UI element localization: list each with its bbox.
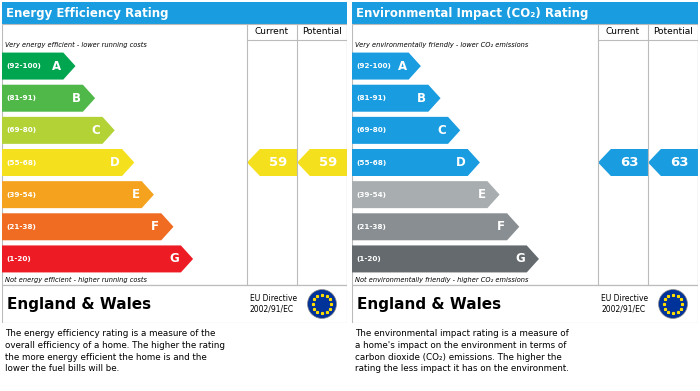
Text: (55-68): (55-68)	[356, 160, 386, 165]
Text: (39-54): (39-54)	[6, 192, 36, 197]
Text: (81-91): (81-91)	[356, 95, 386, 101]
Text: England & Wales: England & Wales	[357, 296, 501, 312]
Bar	[352, 285, 698, 323]
Polygon shape	[2, 117, 115, 144]
Polygon shape	[352, 85, 440, 112]
Text: (1-20): (1-20)	[6, 256, 31, 262]
Text: E: E	[477, 188, 485, 201]
Bar	[2, 2, 347, 24]
Text: Environmental Impact (CO₂) Rating: Environmental Impact (CO₂) Rating	[356, 7, 589, 20]
Bar	[2, 24, 347, 285]
Text: G: G	[169, 253, 179, 265]
Polygon shape	[2, 85, 95, 112]
Text: Very energy efficient - lower running costs: Very energy efficient - lower running co…	[5, 42, 147, 48]
Text: (81-91): (81-91)	[6, 95, 36, 101]
Polygon shape	[2, 181, 154, 208]
Polygon shape	[2, 149, 134, 176]
Polygon shape	[247, 149, 297, 176]
Polygon shape	[352, 52, 421, 80]
Polygon shape	[297, 149, 347, 176]
Polygon shape	[352, 181, 500, 208]
Text: 59: 59	[319, 156, 337, 169]
Bar	[352, 24, 698, 285]
Text: B: B	[417, 92, 426, 105]
Text: D: D	[111, 156, 120, 169]
Text: EU Directive
2002/91/EC: EU Directive 2002/91/EC	[250, 294, 297, 314]
Text: (92-100): (92-100)	[6, 63, 41, 69]
Text: 63: 63	[620, 156, 638, 169]
Text: Current: Current	[606, 27, 640, 36]
Text: Potential: Potential	[302, 27, 342, 36]
Text: D: D	[456, 156, 466, 169]
Polygon shape	[2, 52, 76, 80]
Text: (69-80): (69-80)	[6, 127, 36, 133]
Text: F: F	[497, 220, 505, 233]
Polygon shape	[598, 149, 648, 176]
Polygon shape	[2, 213, 174, 240]
Text: Very environmentally friendly - lower CO₂ emissions: Very environmentally friendly - lower CO…	[355, 42, 528, 48]
Text: The energy efficiency rating is a measure of the
overall efficiency of a home. T: The energy efficiency rating is a measur…	[5, 329, 225, 373]
Circle shape	[659, 290, 687, 318]
Text: G: G	[515, 253, 525, 265]
Text: F: F	[151, 220, 160, 233]
Polygon shape	[352, 246, 539, 273]
Text: C: C	[92, 124, 101, 137]
Text: Potential: Potential	[653, 27, 693, 36]
Text: England & Wales: England & Wales	[7, 296, 151, 312]
Text: Not energy efficient - higher running costs: Not energy efficient - higher running co…	[5, 277, 147, 283]
Text: (69-80): (69-80)	[356, 127, 386, 133]
Text: 63: 63	[670, 156, 689, 169]
Text: Energy Efficiency Rating: Energy Efficiency Rating	[6, 7, 169, 20]
Text: B: B	[72, 92, 81, 105]
Text: (55-68): (55-68)	[6, 160, 36, 165]
Polygon shape	[2, 246, 193, 273]
Text: EU Directive
2002/91/EC: EU Directive 2002/91/EC	[601, 294, 648, 314]
Text: (1-20): (1-20)	[356, 256, 381, 262]
Text: A: A	[398, 59, 407, 73]
Text: Current: Current	[255, 27, 289, 36]
Text: (21-38): (21-38)	[356, 224, 386, 230]
Text: (92-100): (92-100)	[356, 63, 391, 69]
Text: A: A	[52, 59, 62, 73]
Text: C: C	[438, 124, 446, 137]
Polygon shape	[352, 213, 519, 240]
Text: (39-54): (39-54)	[356, 192, 386, 197]
Bar	[2, 285, 347, 323]
Text: The environmental impact rating is a measure of
a home's impact on the environme: The environmental impact rating is a mea…	[355, 329, 569, 373]
Text: E: E	[132, 188, 140, 201]
Bar	[352, 2, 698, 24]
Polygon shape	[352, 149, 480, 176]
Text: (21-38): (21-38)	[6, 224, 36, 230]
Text: Not environmentally friendly - higher CO₂ emissions: Not environmentally friendly - higher CO…	[355, 277, 528, 283]
Text: 59: 59	[270, 156, 288, 169]
Polygon shape	[352, 117, 460, 144]
Circle shape	[307, 290, 337, 318]
Polygon shape	[648, 149, 698, 176]
